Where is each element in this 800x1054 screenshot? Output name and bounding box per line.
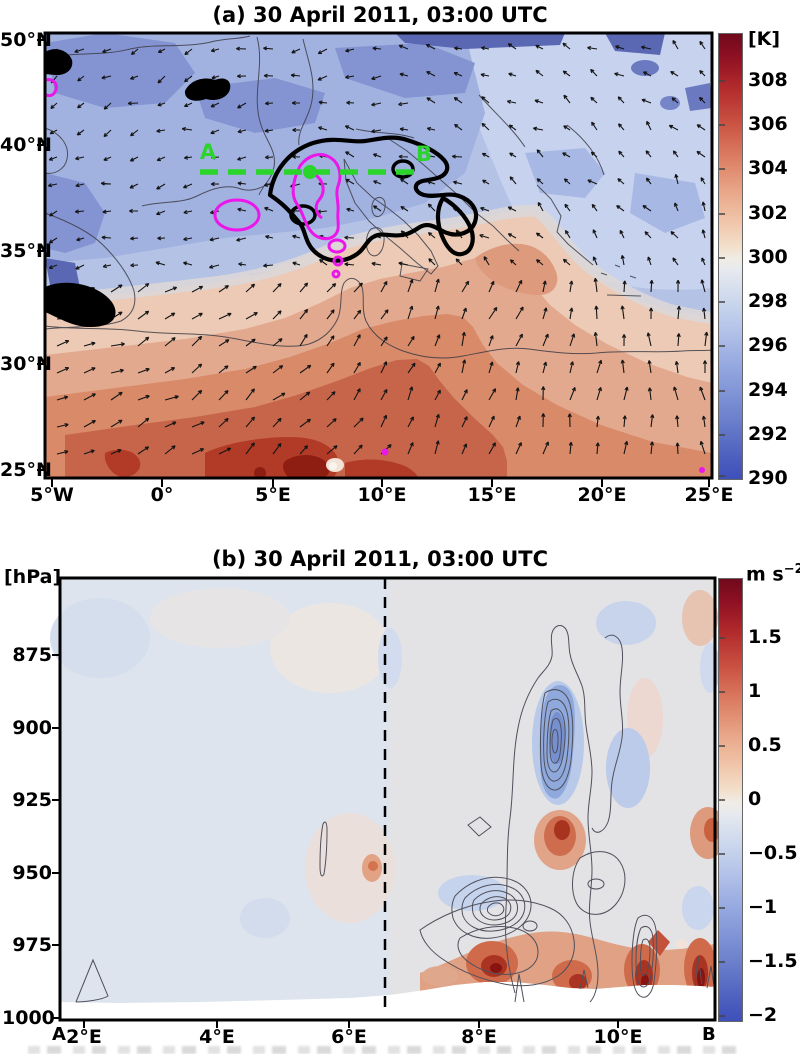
a-xtick-10e: 10°E (357, 484, 407, 506)
b-cbtick-0p5: 0.5 (748, 734, 782, 756)
b-cbtick-m1: −1 (748, 896, 778, 918)
a-cbtick-304: 304 (748, 157, 788, 179)
a-ytick-40n: 40°N (0, 134, 52, 156)
b-ytick-875: 875 (12, 644, 52, 666)
a-cbtick-292: 292 (748, 423, 788, 445)
b-cbtick-m2: −2 (748, 1004, 778, 1026)
a-ytick-50n: 50°N (0, 29, 52, 51)
a-xtick-5e: 5°E (255, 484, 291, 506)
b-xtick-8e: 8°E (461, 1026, 497, 1048)
storm-contours-bold (45, 49, 479, 328)
panel-b-tick-marks (52, 654, 619, 1028)
panel-b-border (58, 576, 717, 1022)
a-xtick-20e: 20°E (577, 484, 627, 506)
a-colorbar-unit: [K] (748, 28, 781, 50)
b-endpoint-a: A (52, 1024, 66, 1045)
b-ytick-900: 900 (12, 717, 52, 739)
panel-a-tick-marks (37, 39, 710, 487)
b-yaxis-unit: [hPa] (4, 566, 62, 588)
b-xtick-4e: 4°E (199, 1026, 235, 1048)
a-cbtick-290: 290 (748, 467, 788, 489)
a-xtick-0: 0° (150, 484, 174, 506)
precip-contours-magenta (43, 78, 705, 473)
panel-a-title: (a) 30 April 2011, 03:00 UTC (212, 3, 548, 27)
section-label-a: A (200, 140, 217, 164)
a-ytick-35n: 35°N (0, 240, 52, 262)
b-xtick-6e: 6°E (331, 1026, 367, 1048)
panel-b-colorbar (718, 578, 743, 1022)
a-cbtick-302: 302 (748, 202, 788, 224)
a-xtick-5w: 5°W (30, 484, 74, 506)
b-cbtick-m1p5: −1.5 (748, 950, 798, 972)
a-cbtick-308: 308 (748, 69, 788, 91)
b-ytick-950: 950 (12, 862, 52, 884)
b-colorbar-unit: m s−2 (746, 562, 800, 585)
b-colorbar-unit-exp: −2 (783, 562, 800, 577)
a-cbtick-296: 296 (748, 334, 788, 356)
cloud-contours-thin (75, 625, 715, 1003)
a-cbtick-298: 298 (748, 290, 788, 312)
a-cbtick-306: 306 (748, 113, 788, 135)
cutoff-caption-strip (28, 1046, 744, 1054)
b-cbtick-1: 1 (748, 680, 762, 702)
b-ytick-925: 925 (12, 789, 52, 811)
a-cbtick-300: 300 (748, 246, 788, 268)
b-cbtick-m0p5: −0.5 (748, 842, 798, 864)
panel-b-colorbar-ticks (719, 637, 725, 1017)
a-ytick-25n: 25°N (0, 459, 52, 481)
buoyancy-field (50, 578, 726, 1020)
b-ytick-1000: 1000 (2, 1007, 55, 1029)
a-cbtick-294: 294 (748, 379, 788, 401)
b-cbtick-0: 0 (748, 788, 762, 810)
b-cbtick-1p5: 1.5 (748, 626, 782, 648)
a-ytick-30n: 30°N (0, 353, 52, 375)
a-xtick-15e: 15°E (467, 484, 517, 506)
b-xtick-10e: 10°E (593, 1026, 643, 1048)
panel-a-border (43, 31, 714, 480)
b-endpoint-b: B (702, 1024, 716, 1045)
temperature-field (44, 33, 713, 479)
panel-b-title: (b) 30 April 2011, 03:00 UTC (211, 547, 549, 571)
panel-a-map: A B (37, 31, 714, 487)
b-ytick-975: 975 (12, 934, 52, 956)
panel-a-colorbar (718, 33, 743, 480)
section-label-b: B (416, 142, 432, 166)
terrain-silhouette (60, 982, 715, 1020)
cross-section-line: A B (200, 140, 432, 179)
cross-section-midpoint-dot (303, 165, 317, 179)
a-xtick-25e: 25°E (684, 484, 734, 506)
b-xtick-2e: 2°E (66, 1026, 102, 1048)
panel-b-cross-section (50, 576, 726, 1028)
b-colorbar-unit-base: m s (746, 563, 784, 586)
panel-a-colorbar-ticks (719, 80, 725, 477)
